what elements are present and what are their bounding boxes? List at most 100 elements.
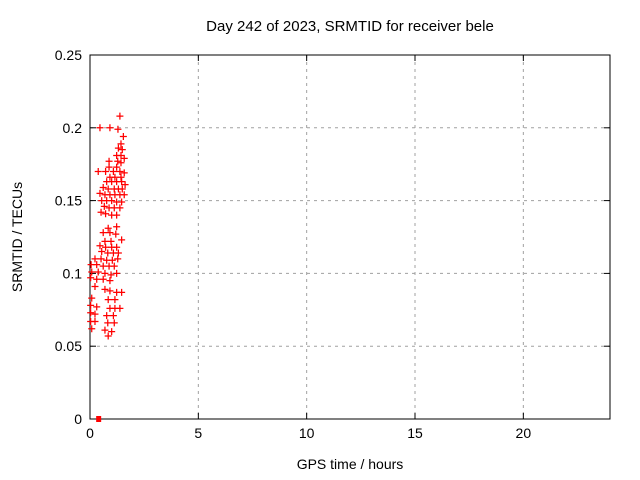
data-point	[111, 173, 119, 181]
data-point	[119, 133, 127, 141]
y-tick-label: 0	[74, 411, 82, 427]
data-point	[106, 229, 114, 237]
x-axis-label: GPS time / hours	[296, 456, 404, 472]
data-point	[88, 294, 96, 302]
data-point	[87, 301, 95, 309]
data-point	[91, 310, 99, 318]
data-point	[94, 268, 102, 276]
y-tick-label: 0.1	[63, 265, 83, 281]
data-point	[117, 140, 125, 148]
data-point	[101, 285, 109, 293]
data-point	[93, 303, 101, 311]
data-point	[104, 296, 112, 304]
data-point	[99, 183, 107, 191]
data-point	[104, 224, 112, 232]
data-point	[107, 237, 115, 245]
data-point	[116, 204, 124, 212]
data-point	[88, 268, 96, 276]
data-point	[120, 154, 128, 162]
data-point	[121, 181, 129, 189]
data-point	[110, 262, 118, 270]
y-tick-label: 0.25	[55, 47, 82, 63]
data-point	[97, 255, 105, 263]
chart-title: Day 242 of 2023, SRMTID for receiver bel…	[206, 18, 494, 35]
data-point	[118, 236, 126, 244]
data-point	[114, 144, 122, 152]
data-point	[101, 326, 109, 334]
data-point	[99, 262, 107, 270]
data-point	[108, 197, 116, 205]
data-point	[118, 146, 126, 154]
data-point	[98, 248, 106, 256]
data-point	[102, 243, 110, 251]
data-point	[113, 163, 121, 171]
data-point	[113, 243, 121, 251]
data-point	[87, 274, 95, 282]
data-point	[93, 261, 101, 269]
data-point	[118, 288, 126, 296]
data-point	[103, 312, 111, 320]
x-tick-label: 15	[407, 425, 423, 441]
data-point	[113, 211, 121, 219]
data-point	[108, 328, 116, 336]
data-point	[101, 269, 109, 277]
data-point	[91, 317, 99, 325]
data-point	[93, 275, 101, 283]
data-point	[106, 287, 114, 295]
data-point	[118, 185, 126, 193]
x-tick-label: 20	[516, 425, 532, 441]
y-tick-label: 0.05	[55, 338, 82, 354]
data-point	[110, 319, 118, 327]
y-tick-label: 0.15	[55, 193, 82, 209]
data-point	[116, 167, 124, 175]
data-point	[118, 198, 126, 206]
data-point	[96, 416, 102, 422]
data-point	[99, 229, 107, 237]
data-point	[104, 332, 112, 340]
data-point	[108, 256, 116, 264]
data-point	[96, 124, 104, 132]
data-point	[97, 208, 105, 216]
data-point	[88, 325, 96, 333]
plot-frame	[89, 54, 611, 420]
data-point	[114, 249, 122, 257]
data-point	[96, 242, 104, 250]
data-point	[99, 275, 107, 283]
data-point	[102, 210, 110, 218]
data-point	[109, 167, 117, 175]
data-point	[107, 271, 115, 279]
x-tick-label: 5	[194, 425, 202, 441]
data-point	[104, 185, 112, 193]
data-point	[94, 167, 102, 175]
x-tick-label: 0	[86, 425, 94, 441]
data-point	[114, 255, 122, 263]
data-point	[116, 112, 124, 120]
data-point	[113, 223, 121, 231]
data-point	[117, 173, 125, 181]
data-point	[106, 277, 114, 285]
data-point	[109, 312, 117, 320]
data-point	[117, 159, 125, 167]
data-point	[102, 167, 110, 175]
data-point	[112, 230, 120, 238]
data-point	[106, 124, 114, 132]
data-point	[101, 237, 109, 245]
data-point	[113, 269, 121, 277]
data-point	[96, 189, 104, 197]
data-point	[105, 163, 113, 171]
x-tick-label: 10	[299, 425, 315, 441]
data-point	[91, 283, 99, 291]
data-point	[120, 191, 128, 199]
data-point	[116, 304, 124, 312]
data-point	[100, 202, 108, 210]
data-point	[104, 319, 112, 327]
data-point	[114, 157, 122, 165]
data-point	[91, 255, 99, 263]
data-point	[87, 309, 95, 317]
data-point	[111, 296, 119, 304]
data-point	[120, 169, 128, 177]
data-point	[114, 125, 122, 133]
y-tick-label: 0.2	[63, 120, 83, 136]
